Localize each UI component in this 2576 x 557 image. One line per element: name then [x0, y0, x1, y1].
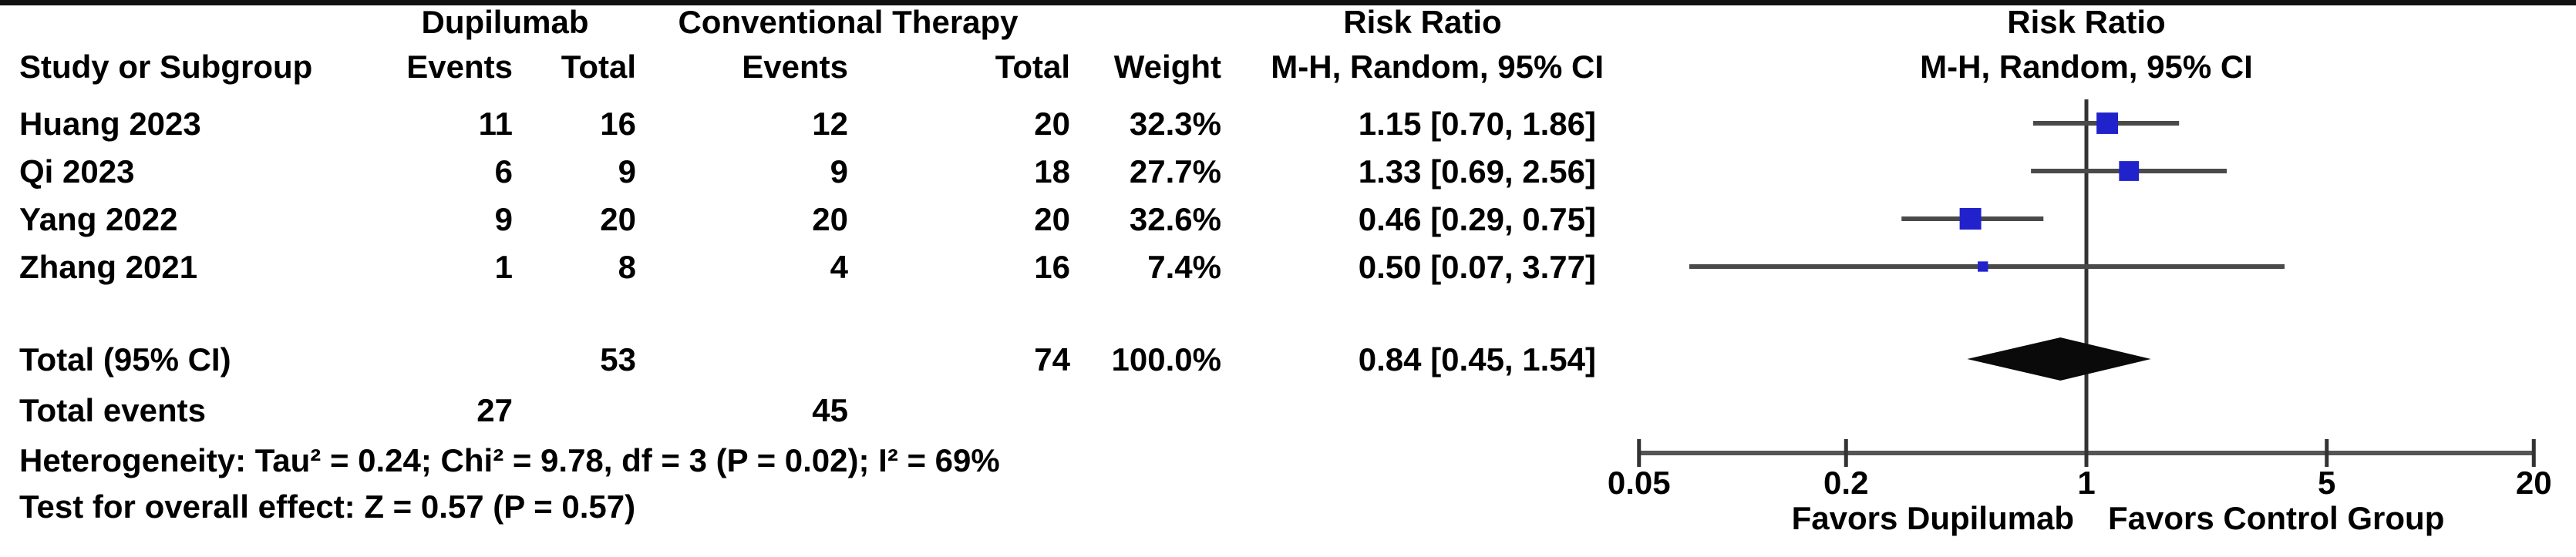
total-events1: 27: [476, 392, 513, 428]
group2-header: Conventional Therapy: [678, 4, 1019, 40]
study-total1: 16: [600, 106, 636, 142]
heterogeneity-note: Heterogeneity: Tau² = 0.24; Chi² = 9.78,…: [19, 442, 1000, 478]
study-column-header: Study or Subgroup: [19, 49, 313, 85]
total-events-label: Total events: [19, 392, 206, 428]
study-total2: 20: [1034, 106, 1070, 142]
study-events1: 11: [478, 106, 513, 142]
total-events2: 45: [812, 392, 848, 428]
study-events1: 1: [494, 249, 513, 285]
total-row-weight: 100.0%: [1111, 341, 1221, 377]
group1-events-header: Events: [406, 49, 513, 85]
header-separator: [0, 0, 2576, 5]
axis-tick-label: 1: [2077, 465, 2096, 501]
study-weight: 27.7%: [1129, 153, 1221, 190]
study-marker-square: [1959, 208, 1982, 230]
study-weight: 7.4%: [1147, 249, 1221, 285]
effect-method-header: M-H, Random, 95% CI: [1271, 49, 1604, 85]
study-total2: 18: [1034, 153, 1070, 190]
axis-tick-label: 0.2: [1823, 465, 1869, 501]
study-events1: 6: [494, 153, 513, 190]
study-total1: 9: [618, 153, 636, 190]
study-name: Qi 2023: [19, 153, 135, 190]
group2-events-header: Events: [742, 49, 848, 85]
axis-tick-label: 5: [2318, 465, 2336, 501]
favors-right-label: Favors Control Group: [2108, 500, 2445, 536]
study-events2: 12: [812, 106, 848, 142]
study-estimate: 0.46 [0.29, 0.75]: [1358, 201, 1596, 237]
group1-total-header: Total: [561, 49, 636, 85]
study-name: Zhang 2021: [19, 249, 198, 285]
study-estimate: 1.15 [0.70, 1.86]: [1358, 106, 1596, 142]
group2-total-header: Total: [995, 49, 1070, 85]
study-total2: 20: [1034, 201, 1070, 237]
study-name: Huang 2023: [19, 106, 201, 142]
study-weight: 32.6%: [1129, 201, 1221, 237]
total-row-total1: 53: [600, 341, 636, 377]
study-total2: 16: [1034, 249, 1070, 285]
axis-tick-label: 0.05: [1607, 465, 1671, 501]
plot-title: Risk Ratio: [2007, 4, 2166, 40]
plot-method-header: M-H, Random, 95% CI: [1920, 49, 2253, 85]
study-estimate: 1.33 [0.69, 2.56]: [1358, 153, 1596, 190]
weight-column-header: Weight: [1113, 49, 1221, 85]
overall-effect-note: Test for overall effect: Z = 0.57 (P = 0…: [19, 488, 636, 525]
total-row-estimate: 0.84 [0.45, 1.54]: [1358, 341, 1596, 377]
study-events2: 20: [812, 201, 848, 237]
study-estimate: 0.50 [0.07, 3.77]: [1358, 249, 1596, 285]
study-marker-square: [2096, 112, 2118, 134]
study-weight: 32.3%: [1129, 106, 1221, 142]
study-events2: 4: [830, 249, 848, 285]
overall-diamond: [1967, 337, 2151, 381]
study-marker-square: [2119, 161, 2140, 181]
study-name: Yang 2022: [19, 201, 178, 237]
study-events2: 9: [830, 153, 848, 190]
study-total1: 20: [600, 201, 636, 237]
favors-left-label: Favors Dupilumab: [1791, 500, 2074, 536]
effect-column-title: Risk Ratio: [1343, 4, 1502, 40]
study-total1: 8: [618, 249, 636, 285]
study-marker-square: [1978, 261, 1988, 272]
study-events1: 9: [494, 201, 513, 237]
total-row-label: Total (95% CI): [19, 341, 231, 377]
total-row-total2: 74: [1034, 341, 1070, 377]
group1-header: Dupilumab: [421, 4, 589, 40]
axis-tick-label: 20: [2515, 465, 2552, 501]
